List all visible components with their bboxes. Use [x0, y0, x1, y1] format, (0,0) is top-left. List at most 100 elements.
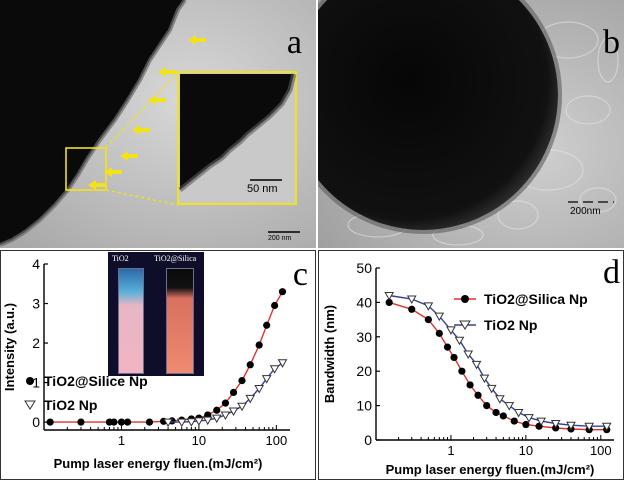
data-point-0	[246, 361, 254, 369]
y-tick-label: 3	[32, 296, 40, 312]
data-point-0	[145, 418, 154, 426]
data-point-1	[504, 402, 515, 411]
data-point-1	[269, 365, 280, 374]
panel-b-label: b	[603, 24, 620, 61]
vial-photo-inset: TiO2 TiO2@Silica	[108, 252, 204, 376]
vial-tio2-silica	[166, 268, 194, 374]
panel-a-label: a	[286, 24, 302, 61]
data-point-0	[510, 417, 518, 425]
data-point-0	[123, 418, 132, 426]
data-point-0	[450, 353, 458, 362]
arrow-icons	[88, 35, 206, 190]
y-tick-label: 30	[356, 329, 372, 345]
panel-c-chart: 0 1 2 3 4 1 10 100 Pump laser energy fluen.(mJ/c…	[0, 250, 316, 480]
data-point-0	[77, 418, 85, 426]
data-point-1	[220, 411, 231, 420]
data-point-1	[384, 292, 395, 301]
data-point-1	[211, 414, 222, 424]
data-point-1	[277, 359, 288, 368]
legend-marker-1	[459, 320, 471, 330]
data-point-1	[463, 350, 474, 360]
y-tick-label: 1	[32, 375, 40, 391]
x-tick-label: 1	[447, 443, 454, 458]
data-point-1	[513, 408, 524, 418]
data-point-0	[466, 381, 474, 389]
data-point-1	[584, 422, 595, 432]
particle-sphere	[318, 0, 558, 230]
data-point-0	[483, 402, 491, 410]
data-point-1	[524, 414, 534, 423]
data-point-1	[406, 295, 417, 304]
panel-b-graphic	[318, 0, 624, 248]
data-point-1	[254, 385, 265, 394]
legend-marker-1	[24, 400, 36, 410]
data-point-0	[110, 418, 118, 426]
data-point-1	[194, 417, 204, 426]
data-point-1	[261, 375, 272, 384]
data-point-1	[454, 336, 465, 346]
data-point-1	[486, 384, 497, 394]
data-point-0	[213, 406, 221, 414]
data-point-0	[263, 321, 271, 329]
y-tick-label: 0	[32, 414, 40, 430]
data-point-1	[202, 416, 213, 426]
data-point-1	[550, 419, 561, 429]
y-tick-label: 0	[364, 432, 372, 448]
y-tick-label: 4	[32, 256, 40, 272]
data-point-0	[221, 399, 230, 407]
x-tick-label: 1	[118, 433, 125, 448]
data-point-0	[492, 408, 500, 417]
data-point-0	[229, 388, 238, 397]
y-tick-label: 10	[356, 398, 372, 414]
legend-label-0: TiO2@Silice Np	[44, 373, 148, 389]
data-point-1	[245, 394, 256, 404]
data-point-0	[522, 420, 530, 429]
data-point-1	[186, 418, 197, 427]
data-point-0	[435, 329, 443, 337]
data-point-0	[499, 412, 507, 420]
y-axis-label: Bandwidth (nm)	[322, 305, 337, 403]
particle-dark	[0, 0, 185, 245]
vial-tio2	[118, 268, 144, 374]
legend-label-1: TiO2 Np	[44, 397, 97, 413]
legend-label-0: TiO2@Silica Np	[484, 291, 588, 307]
panel-d-label: d	[603, 254, 620, 291]
inset-scale-label: 50 nm	[247, 183, 278, 195]
y-axis-label: Intensity (a.u.)	[2, 303, 17, 391]
data-point-1	[163, 418, 173, 428]
panel-a-tem-image: a 50 nm 200 nm	[0, 0, 316, 248]
data-point-0	[46, 418, 54, 426]
data-point-1	[471, 360, 482, 370]
data-point-0	[458, 367, 466, 375]
data-point-1	[601, 422, 612, 432]
scale-label-b: 200nm	[570, 206, 601, 217]
data-point-1	[566, 421, 576, 431]
data-point-0	[408, 305, 416, 313]
vial-label-tio2: TiO2	[112, 254, 129, 263]
legend-marker-0	[26, 377, 34, 385]
panel-b-tem-image: b 200nm	[318, 0, 624, 248]
data-point-0	[424, 316, 432, 324]
data-point-0	[117, 418, 126, 426]
data-point-0	[474, 391, 482, 399]
panel-c-label: c	[292, 256, 308, 293]
data-point-0	[238, 376, 246, 385]
data-point-0	[271, 301, 279, 310]
data-point-0	[443, 343, 452, 351]
data-point-1	[536, 417, 547, 427]
data-point-1	[495, 395, 505, 404]
panel-d-chart: 0 10 20 30 40 50 1 10 100 Pump laser energy fluen…	[318, 250, 624, 480]
vial-label-tio2-silica: TiO2@Silica	[154, 254, 197, 263]
panel-a-graphic	[0, 0, 316, 248]
data-point-1	[228, 407, 239, 417]
scale-label-a: 200 nm	[268, 235, 292, 242]
data-point-1	[423, 302, 434, 311]
y-tick-label: 40	[356, 294, 372, 310]
x-tick-label: 10	[192, 433, 206, 448]
x-axis-label: Pump laser energy fluen.(mJ/cm²)	[386, 462, 595, 477]
zoom-box	[65, 147, 107, 191]
x-tick-label: 100	[266, 433, 288, 448]
x-axis-label: Pump laser energy fluen.(mJ/cm²)	[54, 456, 263, 471]
panel-divider-vertical	[316, 0, 318, 480]
